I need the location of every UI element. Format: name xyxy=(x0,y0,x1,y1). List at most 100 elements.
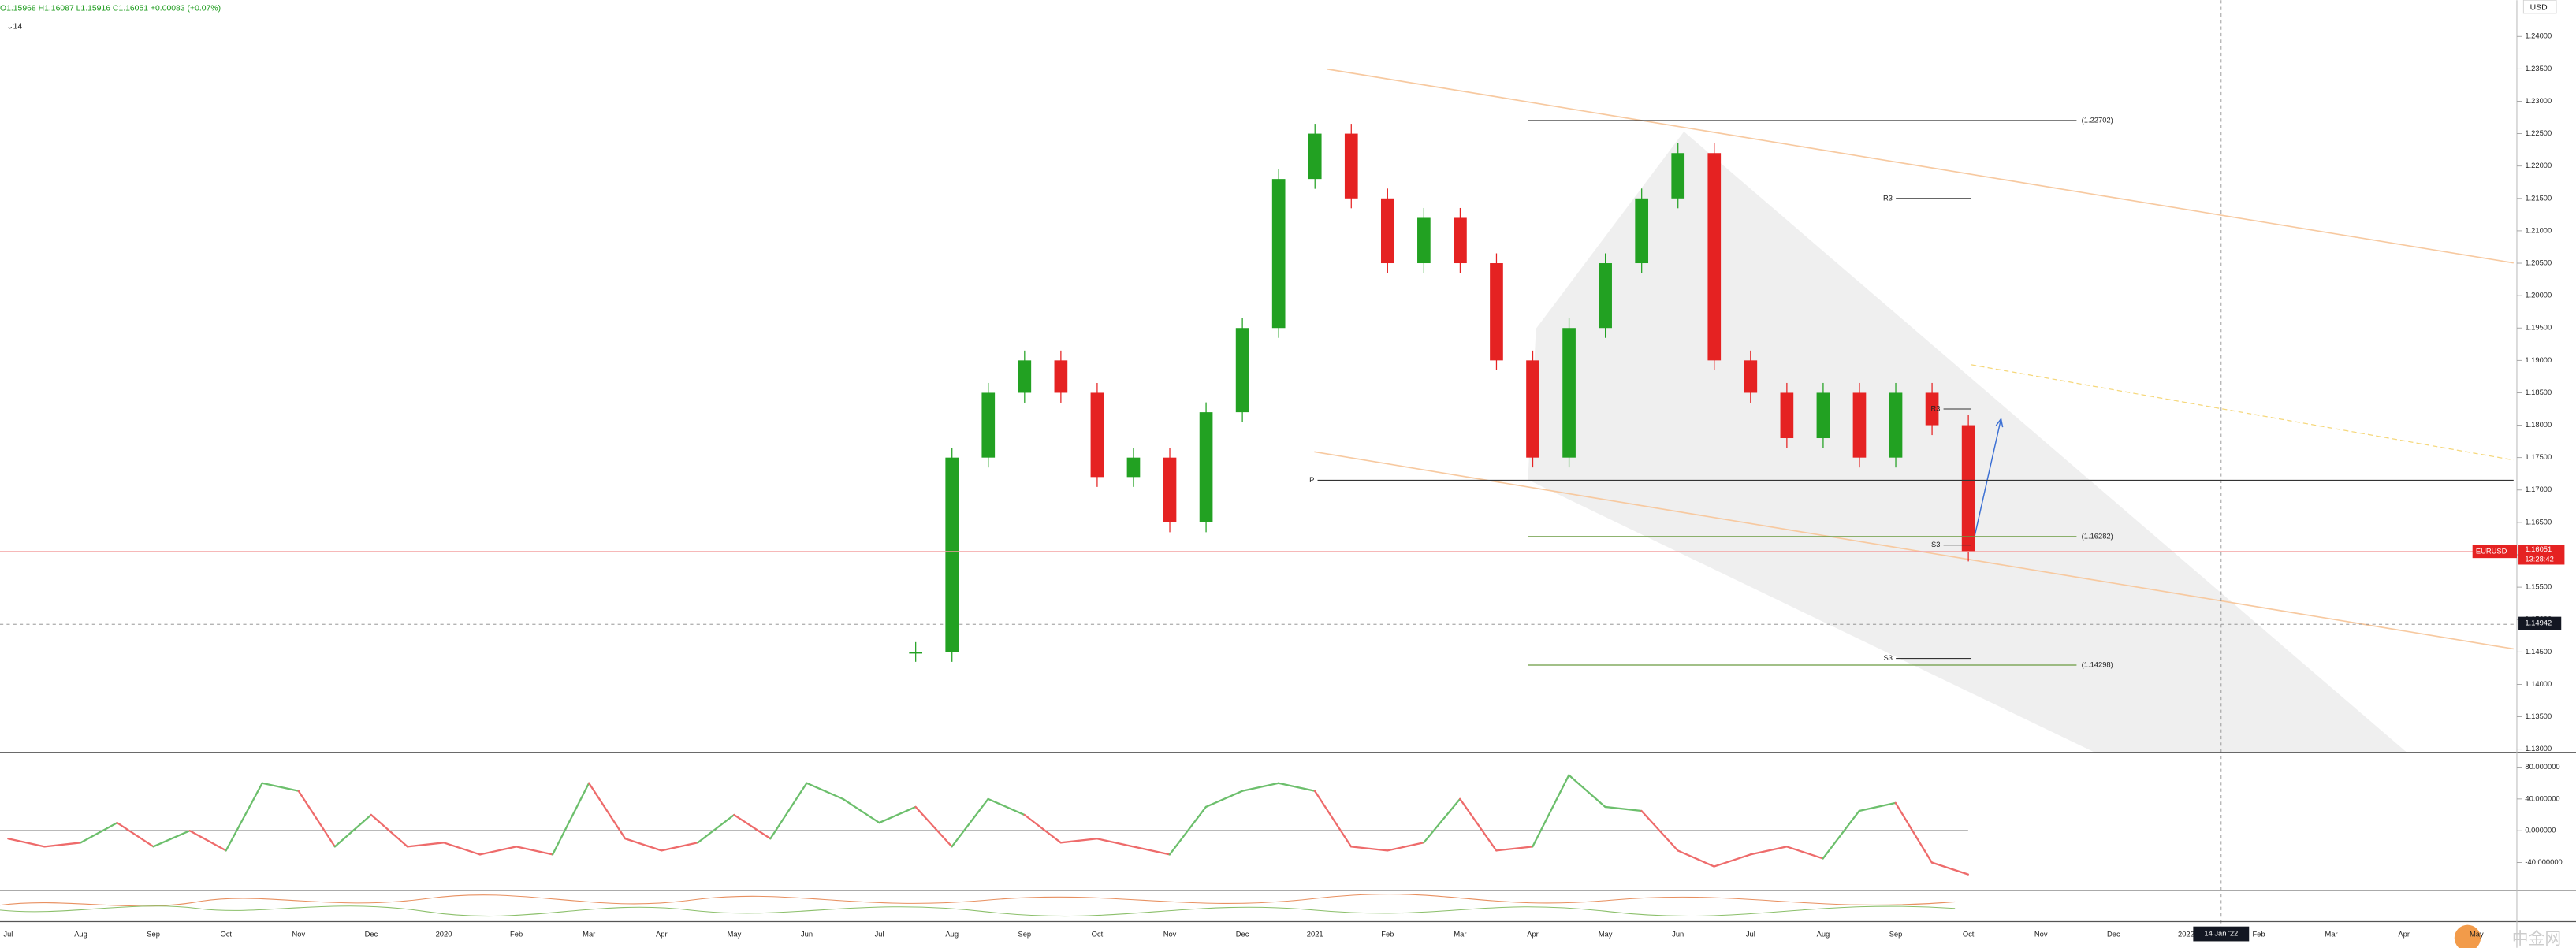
x-tick-label: Feb xyxy=(1381,931,1394,939)
y-tick-label: 1.19000 xyxy=(2525,356,2552,364)
candle xyxy=(1925,392,1939,426)
y-tick-label: 1.18000 xyxy=(2525,421,2552,429)
y-tick-label: 1.18500 xyxy=(2525,388,2552,396)
candle xyxy=(1562,328,1576,458)
candle xyxy=(1271,179,1286,329)
x-tick-label: Nov xyxy=(1163,931,1177,939)
y-tick-label: 1.22000 xyxy=(2525,162,2552,169)
x-tick-label: Jun xyxy=(1672,931,1684,939)
x-tick-label: 2021 xyxy=(1307,931,1323,939)
currency-box[interactable] xyxy=(2522,0,2557,14)
y-tick-label: 1.23000 xyxy=(2525,97,2552,105)
candle xyxy=(1635,198,1649,264)
crosshair-price: 1.14942 xyxy=(2525,619,2552,626)
date-tag xyxy=(2193,926,2250,942)
pivot-label: S3 xyxy=(1884,654,1893,662)
osc-segment xyxy=(914,805,953,848)
osc-segment xyxy=(551,782,590,856)
sub-indicator xyxy=(0,894,1956,907)
x-tick-label: Apr xyxy=(2398,931,2410,939)
collapse-icon[interactable]: ⌄ xyxy=(6,22,13,31)
osc-tick-label: -40.000000 xyxy=(2525,858,2562,866)
y-tick-label: 1.14000 xyxy=(2525,680,2552,688)
pivot-label: R3 xyxy=(1930,404,1940,412)
candle xyxy=(1671,153,1685,199)
osc-segment xyxy=(587,782,627,840)
osc-tick-label: 40.000000 xyxy=(2525,794,2559,802)
y-tick-label: 1.17000 xyxy=(2525,485,2552,493)
main-pane xyxy=(909,124,1975,662)
osc-segment xyxy=(1204,790,1244,809)
osc-segment xyxy=(1168,805,1208,856)
candle xyxy=(1163,457,1177,522)
osc-segment xyxy=(152,830,191,848)
trendline xyxy=(1971,364,2514,461)
candle xyxy=(1054,360,1068,393)
y-tick-label: 1.20500 xyxy=(2525,258,2552,266)
y-tick-label: 1.20000 xyxy=(2525,292,2552,299)
osc-segment xyxy=(225,782,263,852)
osc-segment xyxy=(1604,805,1643,812)
candle xyxy=(1744,360,1758,393)
y-tick-label: 1.13000 xyxy=(2525,745,2552,753)
candle xyxy=(1961,425,1975,552)
price-tag xyxy=(2518,545,2565,565)
candle xyxy=(1344,133,1358,199)
indicator-length: 14 xyxy=(13,22,23,31)
x-tick-label: Dec xyxy=(365,931,378,939)
osc-segment xyxy=(1349,846,1389,852)
osc-segment xyxy=(951,797,989,848)
osc-segment xyxy=(661,842,699,852)
osc-segment xyxy=(1423,797,1461,844)
x-tick-label: Aug xyxy=(1817,931,1830,939)
x-tick-label: Dec xyxy=(1236,931,1249,939)
y-tick-label: 1.22500 xyxy=(2525,129,2552,137)
osc-segment xyxy=(878,805,917,824)
x-tick-label: Oct xyxy=(1963,931,1975,939)
level-label: (1.22702) xyxy=(2082,116,2113,124)
candle xyxy=(1707,153,1722,361)
osc-segment xyxy=(80,821,118,844)
x-tick-label: Oct xyxy=(220,931,232,939)
candle xyxy=(1889,392,1903,458)
x-tick-label: Mar xyxy=(1454,931,1466,939)
x-tick-label: Nov xyxy=(292,931,305,939)
osc-segment xyxy=(1930,861,1969,876)
x-tick-label: Sep xyxy=(1018,931,1031,939)
x-tick-label: Feb xyxy=(2252,931,2265,939)
osc-segment xyxy=(1858,801,1897,812)
pivot-label: P xyxy=(1309,476,1314,484)
symbol-label: EURUSD xyxy=(2476,547,2507,555)
candle xyxy=(1126,457,1141,478)
candle xyxy=(909,652,923,654)
x-tick-label: Nov xyxy=(2034,931,2048,939)
currency[interactable]: USD xyxy=(2530,3,2548,12)
watermark-logo xyxy=(2454,924,2481,948)
trendline xyxy=(1314,451,2514,650)
candle xyxy=(1417,217,1431,264)
x-tick-label: May xyxy=(728,931,742,939)
candle xyxy=(945,457,959,652)
x-tick-label: Dec xyxy=(2107,931,2120,939)
symbol-tag xyxy=(2472,545,2517,559)
candle xyxy=(1018,360,1032,393)
osc-segment xyxy=(1459,797,1498,852)
candle xyxy=(1526,360,1539,458)
candle xyxy=(1454,217,1467,264)
osc-segment xyxy=(7,838,46,848)
x-tick-label: Mar xyxy=(2325,931,2338,939)
y-tick-label: 1.21000 xyxy=(2525,226,2552,234)
crosshair-tag xyxy=(2518,616,2562,630)
arrow-head xyxy=(1995,417,2004,428)
osc-segment xyxy=(1568,774,1606,809)
osc-segment xyxy=(43,842,82,848)
osc-segment xyxy=(442,842,482,856)
x-tick-label: Sep xyxy=(147,931,160,939)
x-tick-label: Jul xyxy=(1746,931,1755,939)
price-tag-label: 1.16051 xyxy=(2525,545,2552,553)
x-tick-label: Sep xyxy=(1889,931,1903,939)
osc-segment xyxy=(1640,809,1679,852)
candle xyxy=(1235,328,1249,413)
x-tick-label: Apr xyxy=(656,931,668,939)
